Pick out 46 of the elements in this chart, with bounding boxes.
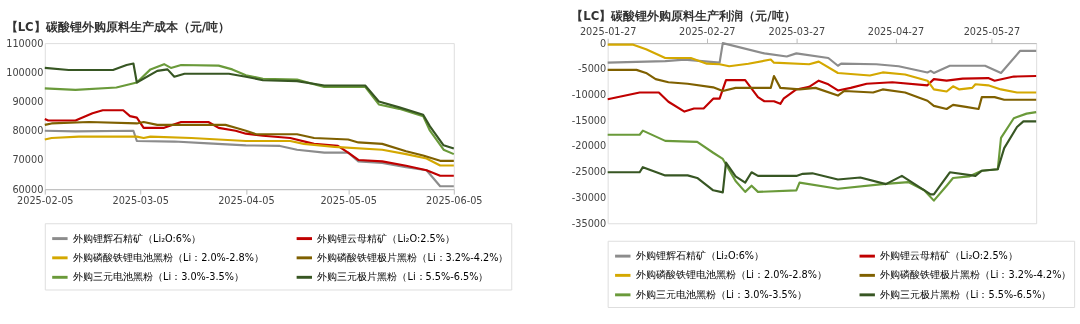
- legend-label: 外购磷酸铁锂电池黑粉（Li：2.0%-2.8%）: [73, 251, 265, 263]
- line-series: [43, 120, 455, 162]
- legend-label: 外购三元电池黑粉（Li：3.0%-3.5%）: [73, 271, 245, 283]
- legend-label: 外购磷酸铁锂电池黑粉（Li：2.0%-2.8%）: [635, 269, 827, 281]
- y-tick-label: 60000: [12, 183, 44, 195]
- x-tick-label: 2025-02-05: [17, 195, 74, 207]
- x-tick-label: 2025-06-05: [426, 195, 483, 207]
- x-tick-label: 2025-03-05: [112, 195, 169, 207]
- line-series: [606, 42, 1038, 75]
- legend-label: 外购磷酸铁锂极片黑粉（Li：3.2%-4.2%）: [317, 251, 509, 263]
- y-tick-label: 100000: [6, 66, 44, 78]
- y-tick-label: -20000: [571, 140, 607, 152]
- y-tick-label: -10000: [571, 88, 607, 100]
- x-tick-label: 2025-05-27: [963, 25, 1021, 37]
- y-tick-label: 0: [600, 37, 607, 49]
- x-tick-label: 2025-05-05: [320, 195, 377, 207]
- y-tick-label: -5000: [577, 63, 607, 75]
- x-tick-label: 2025-02-27: [679, 25, 736, 37]
- x-tick-label: 2025-04-05: [218, 195, 275, 207]
- line-series: [43, 135, 455, 167]
- y-tick-label: 90000: [12, 95, 44, 107]
- legend-label: 外购磷酸铁锂极片黑粉（Li：3.2%-4.2%）: [880, 269, 1072, 281]
- y-tick-label: 110000: [6, 37, 44, 49]
- line-series: [606, 111, 1038, 202]
- legend-label: 外购锂辉石精矿（Li₂O:6%）: [73, 232, 202, 244]
- line-series: [606, 68, 1038, 111]
- legend-label: 外购三元极片黑粉（Li：5.5%-6.5%）: [317, 271, 489, 283]
- legend-label: 外购锂辉石精矿（Li₂O:6%）: [635, 250, 765, 262]
- chart-title: 【LC】碳酸锂外购原料生产成本（元/吨）: [5, 20, 230, 35]
- legend-label: 外购三元电池黑粉（Li：3.0%-3.5%）: [635, 288, 807, 300]
- y-tick-label: -25000: [571, 166, 607, 178]
- line-series: [606, 120, 1038, 196]
- line-series: [43, 109, 455, 177]
- chart-title: 【LC】碳酸锂外购原料生产利润（元/吨）: [571, 8, 796, 23]
- y-tick-label: -30000: [571, 191, 607, 203]
- y-tick-label: -35000: [571, 217, 607, 229]
- x-tick-label: 2025-03-27: [768, 25, 826, 37]
- line-series: [606, 74, 1038, 113]
- legend-label: 外购三元极片黑粉（Li：5.5%-6.5%）: [880, 288, 1052, 300]
- x-tick-label: 2025-04-27: [867, 25, 925, 37]
- legend-label: 外购锂云母精矿（Li₂O:2.5%）: [880, 250, 1018, 262]
- y-tick-label: -15000: [571, 114, 607, 126]
- x-tick-label: 2025-01-27: [579, 25, 637, 37]
- y-tick-label: 80000: [12, 125, 44, 137]
- y-tick-label: 70000: [12, 154, 44, 166]
- legend-label: 外购锂云母精矿（Li₂O:2.5%）: [317, 232, 455, 244]
